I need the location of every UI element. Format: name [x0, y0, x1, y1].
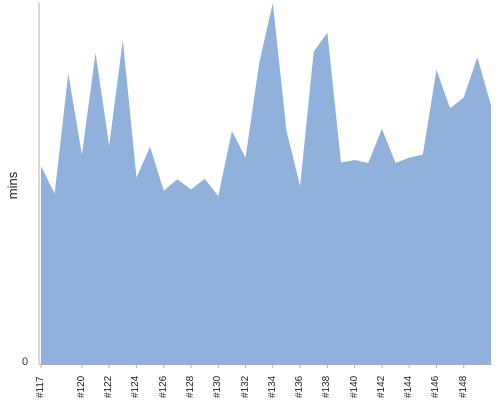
x-tick-label: #128	[185, 375, 196, 398]
x-tick-label: #126	[157, 375, 169, 398]
x-tick-label: #146	[430, 375, 442, 398]
area-series	[41, 3, 491, 364]
x-tick-label: #130	[212, 375, 224, 398]
x-tick-label: #142	[375, 375, 387, 398]
x-tick-label: #138	[321, 375, 333, 398]
x-tick-label: #136	[294, 375, 306, 398]
y-axis-title-text: mins	[5, 171, 21, 199]
x-tick-label: #140	[348, 375, 360, 398]
y-tick-label: 0	[22, 356, 29, 368]
x-tick-label: #144	[403, 375, 415, 398]
x-tick-label: #134	[266, 375, 278, 398]
x-tick-label: #122	[103, 375, 115, 398]
x-tick-label: #132	[239, 375, 251, 398]
x-tick-label: #117	[35, 376, 46, 398]
x-tick-label: #124	[130, 375, 142, 398]
y-axis-title: mins	[2, 165, 24, 205]
x-tick-label: #120	[75, 375, 87, 398]
x-tick-label: #148	[457, 375, 469, 398]
